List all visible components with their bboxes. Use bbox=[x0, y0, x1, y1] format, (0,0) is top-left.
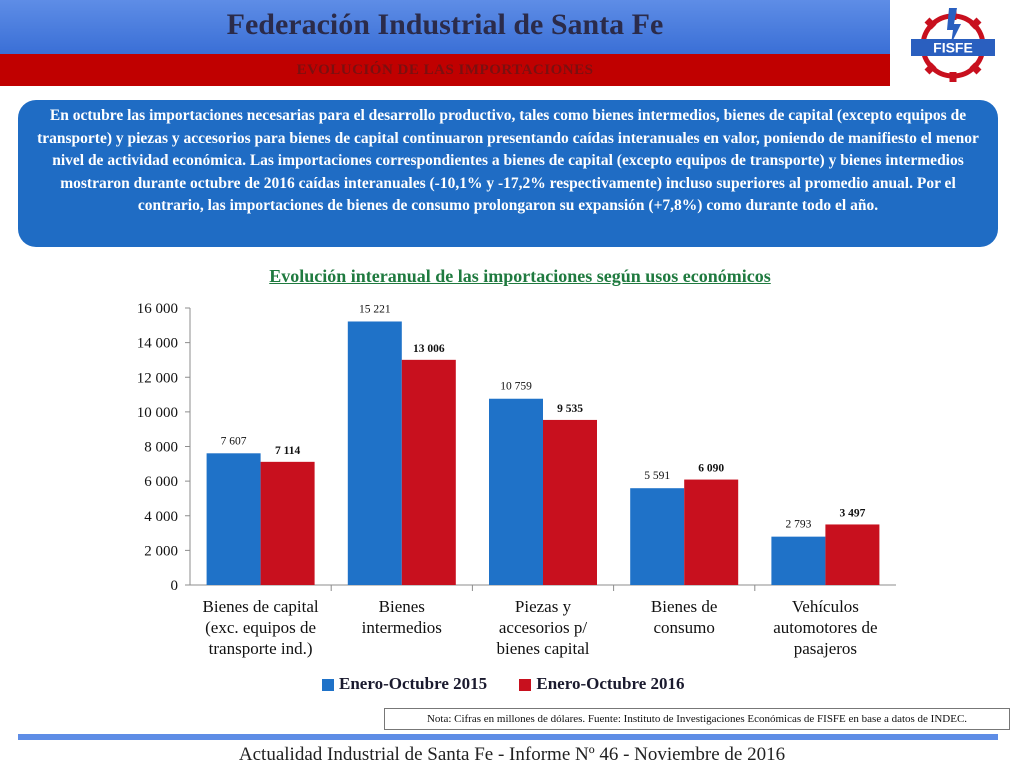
bar-value-label: 3 497 bbox=[839, 507, 865, 519]
x-category-label: Bienes de capital bbox=[203, 597, 319, 616]
bar-value-label: 9 535 bbox=[557, 403, 583, 415]
bar-2015 bbox=[771, 536, 826, 585]
bar-2016 bbox=[684, 479, 739, 585]
bar-value-label: 5 591 bbox=[644, 470, 670, 482]
bar-value-label: 7 114 bbox=[275, 445, 300, 457]
bar-value-label: 10 759 bbox=[500, 381, 532, 393]
y-tick-label: 4 000 bbox=[144, 509, 178, 525]
y-tick-label: 14 000 bbox=[137, 336, 178, 352]
x-category-label: bienes capital bbox=[497, 639, 590, 658]
legend-label-2015: Enero-Octubre 2015 bbox=[339, 674, 488, 693]
fisfe-logo: FISFE bbox=[911, 8, 995, 82]
footer-divider bbox=[18, 734, 998, 740]
x-category-label: consumo bbox=[654, 618, 715, 637]
x-category-label: transporte ind.) bbox=[209, 639, 313, 658]
bar-value-label: 13 006 bbox=[413, 343, 445, 355]
bar-value-label: 7 607 bbox=[221, 435, 247, 447]
bar-2016 bbox=[543, 419, 597, 585]
bar-value-label: 15 221 bbox=[359, 303, 391, 315]
bar-value-label: 6 090 bbox=[698, 463, 724, 475]
source-note: Nota: Cifras en millones de dólares. Fue… bbox=[384, 708, 1010, 730]
legend-item-2015: Enero-Octubre 2015 bbox=[322, 674, 487, 694]
bar-2015 bbox=[630, 488, 685, 585]
y-tick-label: 10 000 bbox=[137, 405, 178, 421]
legend-swatch-2016 bbox=[519, 679, 532, 692]
bar-2015 bbox=[347, 321, 402, 585]
bar-value-label: 2 793 bbox=[785, 519, 811, 531]
page-title: Federación Industrial de Santa Fe bbox=[226, 8, 664, 41]
x-category-label: pasajeros bbox=[794, 639, 857, 658]
x-category-label: (exc. equipos de bbox=[205, 618, 316, 637]
x-category-label: intermedios bbox=[362, 618, 442, 637]
legend-label-2016: Enero-Octubre 2016 bbox=[536, 674, 685, 693]
header-band bbox=[0, 0, 890, 54]
chart-legend: Enero-Octubre 2015 Enero-Octubre 2016 bbox=[322, 674, 713, 694]
bar-2015 bbox=[489, 398, 543, 585]
bar-2016 bbox=[260, 461, 315, 585]
y-tick-label: 12 000 bbox=[137, 370, 178, 386]
x-category-label: accesorios p/ bbox=[499, 618, 588, 637]
bar-2016 bbox=[825, 524, 880, 585]
logo-text: FISFE bbox=[933, 40, 973, 56]
x-category-label: Bienes bbox=[379, 597, 425, 616]
y-tick-label: 2 000 bbox=[144, 543, 178, 559]
chart-title: Evolución interanual de las importacione… bbox=[269, 266, 771, 286]
x-category-label: Bienes de bbox=[651, 597, 718, 616]
y-tick-label: 0 bbox=[171, 578, 179, 594]
summary-box: En octubre las importaciones necesarias … bbox=[18, 100, 998, 247]
bar-2016 bbox=[401, 359, 456, 585]
bar-2015 bbox=[206, 453, 261, 585]
legend-item-2016: Enero-Octubre 2016 bbox=[519, 674, 685, 694]
x-category-label: automotores de bbox=[773, 618, 877, 637]
y-tick-label: 6 000 bbox=[144, 474, 178, 490]
x-category-label: Vehículos bbox=[792, 597, 859, 616]
page-subtitle: EVOLUCIÓN DE LAS IMPORTACIONES bbox=[296, 62, 594, 78]
legend-swatch-2015 bbox=[322, 679, 334, 692]
y-tick-label: 16 000 bbox=[137, 301, 178, 317]
bar-chart: 0 2 000 4 000 6 000 8 000 10 000 12 000 14 000 1… bbox=[137, 301, 896, 658]
y-tick-label: 8 000 bbox=[144, 440, 178, 456]
subheader-band bbox=[0, 54, 890, 86]
footer-text: Actualidad Industrial de Santa Fe - Info… bbox=[238, 744, 786, 765]
x-category-label: Piezas y bbox=[515, 597, 572, 616]
